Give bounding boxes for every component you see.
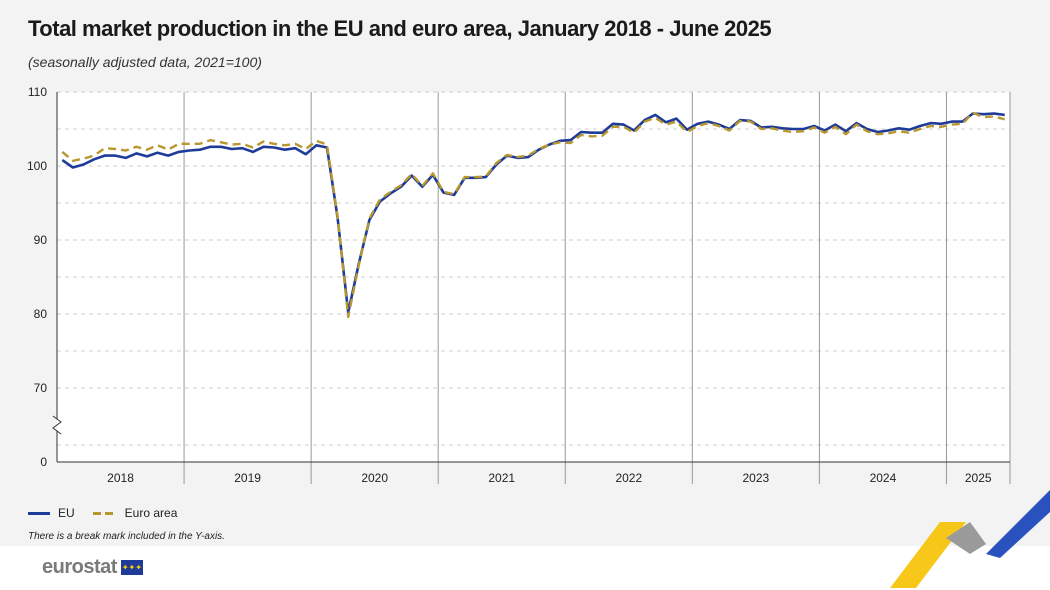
y-tick-label: 90 (34, 233, 48, 247)
legend-label-eu: EU (58, 506, 75, 520)
x-tick-label: 2024 (870, 471, 897, 485)
y-tick-label: 110 (28, 85, 47, 99)
x-tick-label: 2021 (488, 471, 515, 485)
legend-item-eu: EU (28, 506, 75, 520)
line-chart: 2018 2019 2020 2021 2022 2023 2024 2025 110 100 90… (27, 85, 1011, 485)
x-tick-label: 2025 (965, 471, 992, 485)
legend-label-euro-area: Euro area (124, 506, 178, 520)
legend-swatch-euro-area (92, 511, 117, 515)
chart-subtitle: (seasonally adjusted data, 2021=100) (28, 54, 262, 70)
chart-title: Total market production in the EU and eu… (28, 16, 772, 41)
axis-break-footnote: There is a break mark included in the Y-… (28, 531, 225, 542)
x-tick-label: 2019 (234, 471, 261, 485)
eu-flag-icon: ✦✦✦ (120, 560, 143, 575)
legend-item-euro-area: Euro area (92, 506, 178, 520)
legend-swatch-eu (28, 511, 50, 515)
x-tick-label: 2020 (361, 471, 388, 485)
eurostat-logo: eurostat ✦✦✦ (42, 556, 143, 579)
x-tick-label: 2022 (615, 471, 642, 485)
axis-break-mark (52, 415, 62, 435)
x-tick-label: 2023 (743, 471, 770, 485)
x-tick-label: 2018 (107, 471, 134, 485)
logo-text: eurostat (42, 556, 117, 578)
y-tick-label: 0 (40, 455, 47, 469)
corner-decoration-icon (890, 490, 1050, 588)
y-tick-label: 80 (34, 307, 48, 321)
footer-band (0, 546, 1050, 590)
y-tick-label: 100 (27, 159, 47, 173)
series-line-euro-area (61, 111, 1006, 319)
legend: EU Euro area (28, 506, 177, 520)
y-tick-label: 70 (34, 381, 48, 395)
